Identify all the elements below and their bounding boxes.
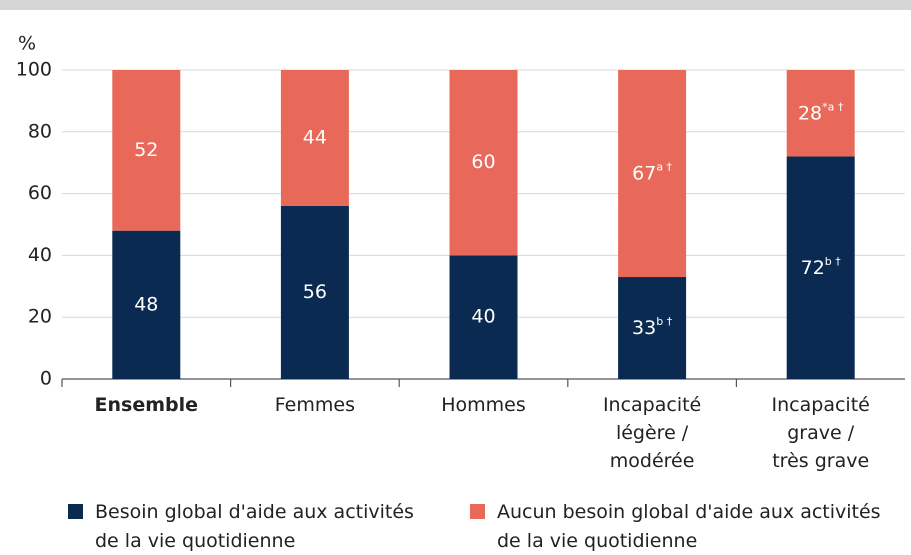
legend-swatch [68, 504, 83, 519]
top-band [0, 0, 911, 10]
legend-label: Besoin global d'aide aux activités de la … [95, 501, 414, 552]
value-label: 40 [471, 306, 495, 328]
y-tick-label: 40 [28, 244, 52, 266]
x-tick-label: Hommes [441, 394, 526, 416]
y-unit-label: % [18, 33, 36, 55]
bar-segment [786, 70, 855, 157]
x-tick-label: Incapacité légère / modérée [603, 394, 701, 472]
bar-segment [449, 70, 518, 256]
bar-segment [112, 230, 181, 379]
legend-swatch [470, 504, 485, 519]
value-label: 33b † [632, 315, 673, 339]
y-tick-label: 80 [28, 120, 52, 142]
value-label: 56 [303, 281, 327, 303]
value-label: 52 [134, 139, 158, 161]
x-tick-label: Ensemble [95, 394, 199, 416]
value-label: 67a † [632, 161, 672, 185]
y-tick-label: 20 [28, 306, 52, 328]
bar-segment [280, 70, 349, 206]
x-tick-label: Incapacité grave / très grave [772, 394, 870, 472]
bar-segment [618, 70, 687, 278]
bar-segment [618, 277, 687, 379]
value-label: 60 [471, 151, 495, 173]
value-label: 48 [134, 293, 158, 315]
x-tick-label: Femmes [275, 394, 355, 416]
y-tick-label: 100 [16, 59, 52, 81]
bar-segment [112, 70, 181, 231]
value-label: 44 [303, 126, 327, 148]
value-label: 28*a † [798, 100, 844, 124]
value-label: 72b † [801, 255, 842, 279]
bar-segment [786, 156, 855, 379]
legend-label: Aucun besoin global d'aide aux activités… [497, 501, 881, 552]
y-tick-label: 60 [28, 182, 52, 204]
bar-segment [449, 255, 518, 379]
bar-segment [280, 205, 349, 379]
y-tick-label: 0 [40, 368, 52, 390]
